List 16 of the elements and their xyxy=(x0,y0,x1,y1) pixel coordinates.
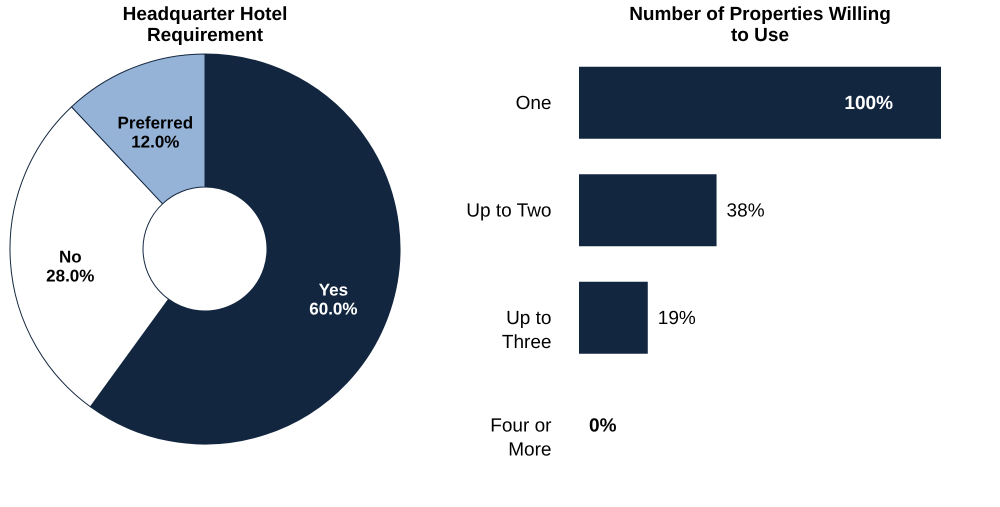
data-label: 19% xyxy=(658,308,696,329)
y-tick-label: Up to Two xyxy=(466,200,552,222)
data-label: 38% xyxy=(726,200,765,222)
slice-label: Preferred xyxy=(118,113,194,132)
data-label: 100% xyxy=(844,92,894,114)
data-label: 60.0% xyxy=(309,300,358,319)
slice-label: No xyxy=(58,247,82,266)
slice-label: Yes xyxy=(318,280,348,300)
data-label: 12.0% xyxy=(131,132,180,152)
data-label: 28.0% xyxy=(46,266,94,286)
y-tick-label: Up to Three xyxy=(502,308,552,353)
y-tick-label: Four or More xyxy=(490,415,552,460)
text: Number of Properties Willing to Use xyxy=(629,4,891,46)
y-tick-label: One xyxy=(516,92,552,114)
data-label: 0% xyxy=(589,415,617,436)
chart-title: Headquarter Hotel Requirement xyxy=(122,4,288,46)
